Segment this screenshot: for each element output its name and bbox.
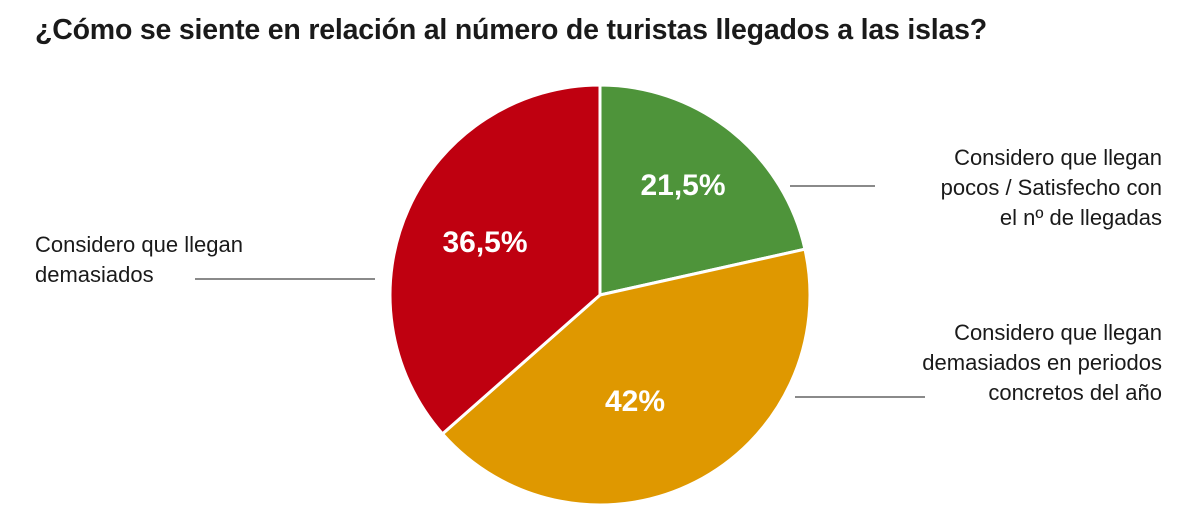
chart-title: ¿Cómo se siente en relación al número de… bbox=[35, 14, 987, 46]
label-line: demasiados bbox=[35, 262, 154, 287]
label-line: Considero que llegan bbox=[35, 232, 243, 257]
pie-slice bbox=[388, 83, 602, 436]
slice-value-label: 42% bbox=[605, 385, 665, 418]
legend-label-pocos: Considero que llegan pocos / Satisfecho … bbox=[941, 143, 1162, 233]
label-line: Considero que llegan bbox=[954, 320, 1162, 345]
label-line: concretos del año bbox=[988, 380, 1162, 405]
pie-slice bbox=[440, 247, 812, 507]
label-line: demasiados en periodos bbox=[922, 350, 1162, 375]
label-line: pocos / Satisfecho con bbox=[940, 175, 1162, 200]
slice-value-label: 36,5% bbox=[442, 226, 527, 259]
legend-label-demasiados: Considero que llegan demasiados bbox=[35, 230, 243, 290]
legend-label-periodos: Considero que llegan demasiados en perio… bbox=[922, 318, 1162, 408]
label-line: el nº de llegadas bbox=[999, 205, 1162, 230]
label-line: Considero que llegan bbox=[954, 145, 1162, 170]
pie-slice bbox=[598, 83, 807, 297]
slice-value-label: 21,5% bbox=[640, 169, 725, 202]
